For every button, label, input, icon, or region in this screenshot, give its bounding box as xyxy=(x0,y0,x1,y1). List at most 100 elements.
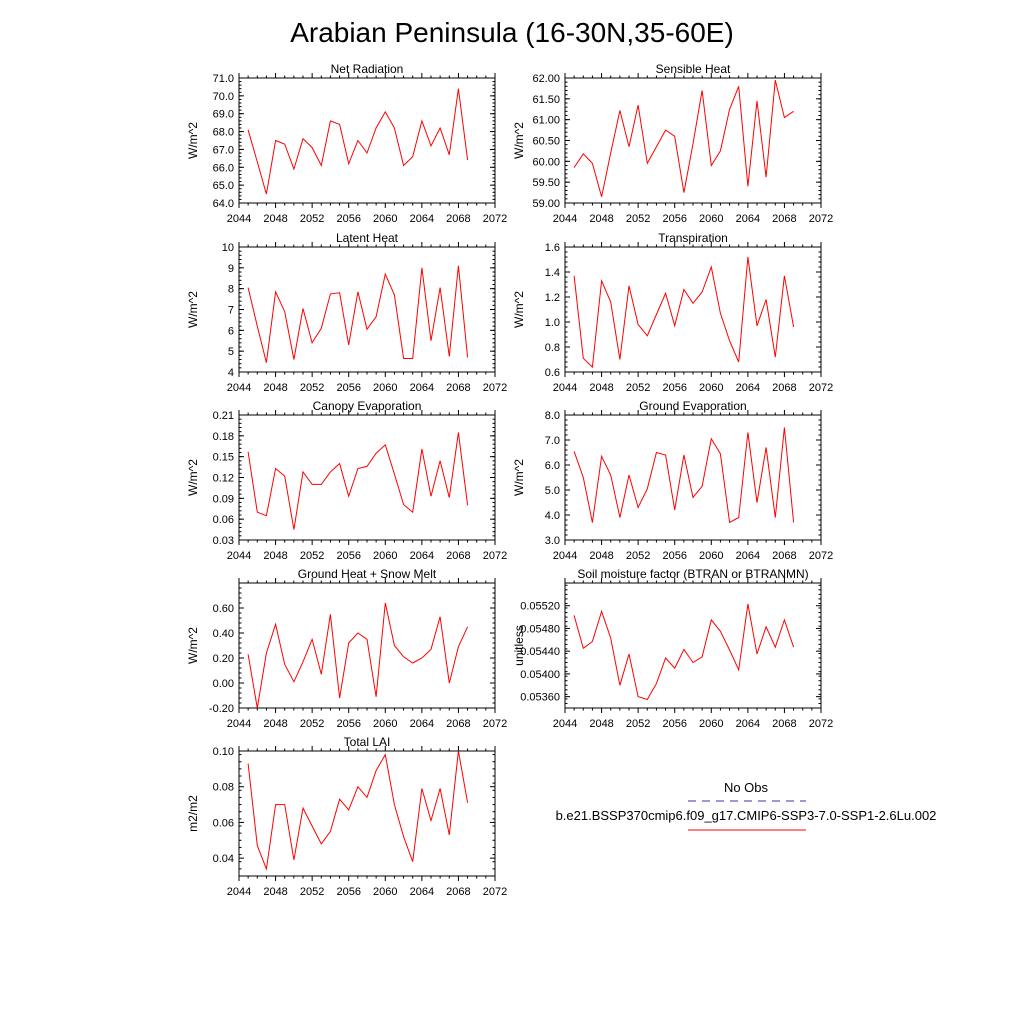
y-tick-label: 0.04 xyxy=(213,853,234,865)
y-tick-label: 0.05520 xyxy=(520,601,560,613)
y-tick-label: 4.0 xyxy=(545,510,560,522)
x-tick-label: 2072 xyxy=(483,382,507,394)
x-tick-label: 2048 xyxy=(589,718,613,730)
x-tick-label: 2056 xyxy=(662,550,686,562)
series-line xyxy=(247,750,469,871)
panel-canopy-evaporation: Canopy Evaporation 0.03 0.06 0.09 0.12 0.15 0.… xyxy=(186,399,507,562)
x-tick-label: 2044 xyxy=(553,550,577,562)
x-tick-label: 2068 xyxy=(772,213,796,225)
y-tick-label: 62.00 xyxy=(532,73,560,85)
plot-frame xyxy=(238,246,496,373)
y-tick-label: 10 xyxy=(222,242,234,254)
y-axis-label: W/m^2 xyxy=(186,122,200,159)
panel-net-radiation: Net Radiation 64.0 65.0 66.0 67.0 68.0 69.0 70.… xyxy=(186,62,507,225)
x-tick-label: 2052 xyxy=(300,886,324,898)
y-tick-label: 0.21 xyxy=(213,410,234,422)
x-tick-label: 2044 xyxy=(553,382,577,394)
panel-title: Ground Heat + Snow Melt xyxy=(298,567,437,581)
x-tick-label: 2060 xyxy=(373,213,397,225)
x-tick-label: 2056 xyxy=(662,382,686,394)
y-tick-label: 68.0 xyxy=(213,127,234,139)
x-tick-label: 2060 xyxy=(699,550,723,562)
x-tick-label: 2052 xyxy=(626,550,650,562)
panel-title: Sensible Heat xyxy=(656,62,731,76)
plot-frame xyxy=(564,414,822,541)
y-axis-label: W/m^2 xyxy=(512,459,526,496)
legend-obs-label: No Obs xyxy=(724,780,769,795)
panel-sensible-heat: Sensible Heat 59.00 59.50 60.00 60.50 61.00 61… xyxy=(512,62,833,225)
y-tick-label: 0.8 xyxy=(545,342,560,354)
x-tick-label: 2064 xyxy=(410,550,434,562)
y-tick-label: 0.10 xyxy=(213,746,234,758)
plot-frame xyxy=(238,582,496,709)
series-line xyxy=(573,79,794,197)
x-tick-label: 2052 xyxy=(300,382,324,394)
x-tick-label: 2056 xyxy=(336,382,360,394)
x-tick-label: 2064 xyxy=(736,382,760,394)
y-tick-label: 59.50 xyxy=(532,177,560,189)
x-tick-label: 2072 xyxy=(809,213,833,225)
y-tick-label: 0.06 xyxy=(213,514,234,526)
panel-latent-heat: Latent Heat 4 5 6 7 8 9 10 2044 2048 2052 2056 2060 2… xyxy=(186,231,507,394)
x-tick-label: 2056 xyxy=(336,718,360,730)
y-tick-label: 0.09 xyxy=(213,493,234,505)
panel-title: Ground Evaporation xyxy=(639,399,746,413)
x-tick-label: 2064 xyxy=(410,886,434,898)
x-tick-label: 2060 xyxy=(699,213,723,225)
x-tick-label: 2072 xyxy=(483,550,507,562)
y-tick-label: 60.00 xyxy=(532,156,560,168)
panel-title: Latent Heat xyxy=(336,231,399,245)
x-tick-label: 2056 xyxy=(336,213,360,225)
panel-grid: Net Radiation64.065.066.067.068.069.070.… xyxy=(186,62,833,898)
y-tick-label: 1.0 xyxy=(545,317,560,329)
x-tick-label: 2044 xyxy=(227,213,251,225)
x-tick-label: 2052 xyxy=(626,382,650,394)
y-tick-label: 71.0 xyxy=(213,73,234,85)
panel-transpiration: Transpiration 0.6 0.8 1.0 1.2 1.4 1.6 2044 2048 2… xyxy=(512,231,833,394)
y-tick-label: 0.40 xyxy=(213,628,234,640)
panel-total-lai: Total LAI 0.04 0.06 0.08 0.10 2044 2048 2052 205… xyxy=(186,735,507,898)
y-tick-label: 0.05480 xyxy=(520,623,560,635)
y-tick-label: 0.08 xyxy=(213,782,234,794)
panel-title: Soil moisture factor (BTRAN or BTRANMN) xyxy=(577,567,808,581)
x-tick-label: 2060 xyxy=(373,886,397,898)
x-tick-label: 2044 xyxy=(227,550,251,562)
y-tick-label: 65.0 xyxy=(213,180,234,192)
y-tick-label: 0.18 xyxy=(213,431,234,443)
y-tick-label: 0.60 xyxy=(213,603,234,615)
y-axis-label: W/m^2 xyxy=(186,459,200,496)
panel-ground-heat-snow-melt: Ground Heat + Snow Melt -0.20 0.00 0.20 0.40… xyxy=(186,567,507,730)
x-tick-label: 2048 xyxy=(263,718,287,730)
x-tick-label: 2056 xyxy=(662,718,686,730)
main-title: Arabian Peninsula (16-30N,35-60E) xyxy=(290,17,734,48)
series-line xyxy=(573,603,795,701)
plot-frame xyxy=(564,77,822,204)
y-tick-label: 61.00 xyxy=(532,115,560,127)
y-tick-label: 8.0 xyxy=(545,410,560,422)
panel-title: Transpiration xyxy=(658,231,728,245)
series-line xyxy=(573,427,795,524)
y-axis-label: W/m^2 xyxy=(186,627,200,664)
y-tick-label: 67.0 xyxy=(213,144,234,156)
y-tick-label: 61.50 xyxy=(532,94,560,106)
x-tick-label: 2064 xyxy=(410,213,434,225)
y-tick-label: 0.00 xyxy=(213,678,234,690)
x-tick-label: 2048 xyxy=(589,382,613,394)
x-tick-label: 2048 xyxy=(589,213,613,225)
x-tick-label: 2060 xyxy=(373,382,397,394)
x-tick-label: 2056 xyxy=(336,550,360,562)
y-axis-label: W/m^2 xyxy=(512,291,526,328)
y-tick-label: 1.4 xyxy=(545,267,560,279)
x-tick-label: 2072 xyxy=(809,382,833,394)
x-tick-label: 2068 xyxy=(446,718,470,730)
y-tick-label: 0.15 xyxy=(213,452,234,464)
x-tick-label: 2072 xyxy=(483,718,507,730)
panel-title: Total LAI xyxy=(344,735,391,749)
y-tick-label: 59.00 xyxy=(532,198,560,210)
x-tick-label: 2072 xyxy=(483,886,507,898)
y-tick-label: 60.50 xyxy=(532,136,560,148)
panel-ground-evaporation: Ground Evaporation 3.0 4.0 5.0 6.0 7.0 8.0 2044… xyxy=(512,399,833,562)
y-tick-label: -0.20 xyxy=(209,703,234,715)
x-tick-label: 2044 xyxy=(553,718,577,730)
